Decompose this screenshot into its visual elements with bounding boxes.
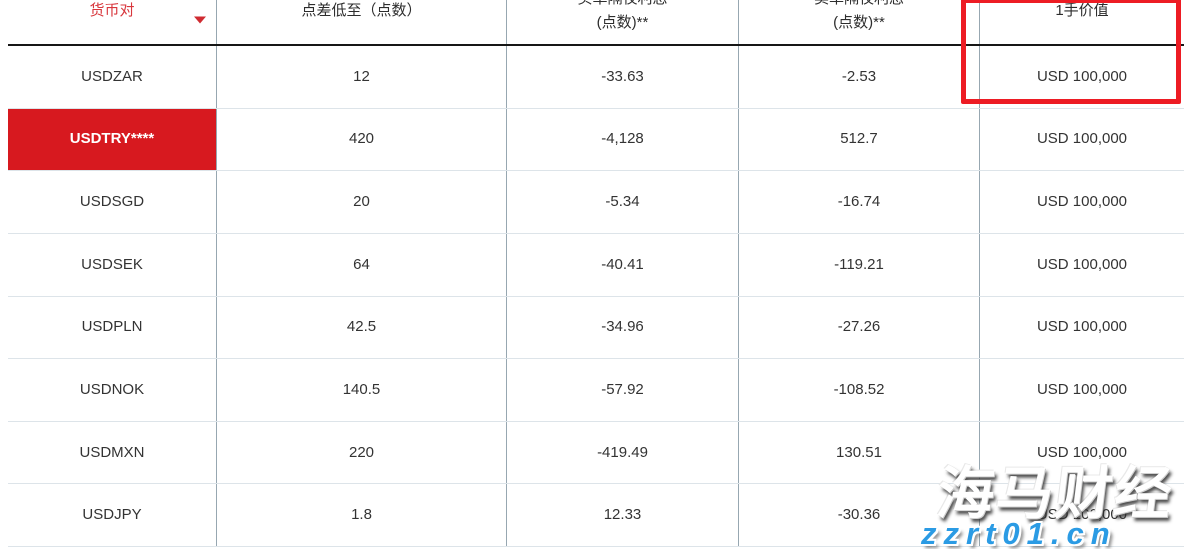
header-buy-overnight-line2: (点数)** xyxy=(596,14,649,31)
cell-currency-pair: USDSGD xyxy=(8,171,217,233)
header-sell-overnight-line1: 卖单隔夜利息 xyxy=(814,0,904,11)
cell-currency-pair: USDPLN xyxy=(8,296,217,359)
cell-currency-pair: USDZAR xyxy=(8,46,217,108)
cell-currency-pair: USDMXN xyxy=(8,421,217,484)
cell-sell-overnight: 130.51 xyxy=(739,421,980,484)
cell-spread: 220 xyxy=(217,421,507,484)
cell-spread: 20 xyxy=(217,171,507,233)
cell-buy-overnight: -40.41 xyxy=(507,233,739,296)
table-row[interactable]: USDNOK 140.5 -57.92 -108.52 USD 100,000 xyxy=(8,359,1184,422)
table-row[interactable]: USDSGD 20 -5.34 -16.74 USD 100,000 xyxy=(8,171,1184,234)
header-buy-overnight: 买单隔夜利息 (点数)** xyxy=(507,0,739,44)
forex-rates-table: 货币对 点差低至（点数） 买单隔夜利息 (点数)** 卖单隔夜利息 (点数)**… xyxy=(8,0,1184,547)
table-row[interactable]: USDSEK 64 -40.41 -119.21 USD 100,000 xyxy=(8,233,1184,297)
table-row[interactable]: USDZAR 12 -33.63 -2.53 USD 100,000 xyxy=(8,46,1184,109)
table-header-row: 货币对 点差低至（点数） 买单隔夜利息 (点数)** 卖单隔夜利息 (点数)**… xyxy=(8,0,1184,46)
cell-sell-overnight: -30.36 xyxy=(739,484,980,546)
cell-currency-pair: USDTRY**** xyxy=(8,108,217,171)
cell-sell-overnight: -27.26 xyxy=(739,296,980,359)
cell-buy-overnight: -57.92 xyxy=(507,359,739,421)
cell-spread: 1.8 xyxy=(217,484,507,546)
table-row[interactable]: USDMXN 220 -419.49 130.51 USD 100,000 xyxy=(8,421,1184,485)
cell-lot-value: USD 100,000 xyxy=(1036,67,1128,85)
cell-buy-overnight: -5.34 xyxy=(507,171,739,233)
cell-buy-overnight: -33.63 xyxy=(507,46,739,108)
header-lot-value-label: 1手价值 xyxy=(1055,2,1109,19)
header-sell-overnight-line2: (点数)** xyxy=(833,14,885,31)
cell-spread: 12 xyxy=(217,46,507,108)
cell-lot-value: USD 100,000 xyxy=(1036,443,1128,461)
cell-buy-overnight: 12.33 xyxy=(507,484,739,546)
cell-sell-overnight: -2.53 xyxy=(739,46,980,108)
cell-spread: 420 xyxy=(217,108,507,171)
cell-currency-pair: USDSEK xyxy=(8,233,217,296)
header-buy-overnight-line1: 买单隔夜利息 xyxy=(577,0,667,11)
cell-spread: 42.5 xyxy=(217,296,507,359)
header-spread: 点差低至（点数） xyxy=(217,0,507,44)
cell-currency-pair: USDJPY xyxy=(8,484,217,546)
header-lot-value: 1手价值 xyxy=(980,0,1184,44)
table-body: USDZAR 12 -33.63 -2.53 USD 100,000 USDTR… xyxy=(8,46,1184,547)
header-sell-overnight: 卖单隔夜利息 (点数)** xyxy=(739,0,980,44)
sort-dropdown-icon[interactable] xyxy=(194,16,206,24)
cell-currency-pair: USDNOK xyxy=(8,359,217,421)
cell-sell-overnight: -119.21 xyxy=(739,233,980,296)
cell-lot-value: USD 100,000 xyxy=(1036,255,1128,273)
cell-lot-value: USD 100,000 xyxy=(1036,380,1128,398)
cell-lot-value: USD 100,000 xyxy=(1036,506,1128,524)
cell-spread: 140.5 xyxy=(217,359,507,421)
cell-lot-value: USD 100,000 xyxy=(1036,130,1128,148)
table-row[interactable]: USDTRY**** 420 -4,128 512.7 USD 100,000 xyxy=(8,108,1184,172)
header-currency-pair-label: 货币对 xyxy=(89,2,135,19)
cell-buy-overnight: -34.96 xyxy=(507,296,739,359)
cell-buy-overnight: -4,128 xyxy=(507,108,739,171)
cell-sell-overnight: 512.7 xyxy=(739,108,980,171)
cell-spread: 64 xyxy=(217,233,507,296)
cell-sell-overnight: -16.74 xyxy=(739,171,980,233)
header-currency-pair[interactable]: 货币对 xyxy=(8,0,217,44)
cell-sell-overnight: -108.52 xyxy=(739,359,980,421)
table-row[interactable]: USDJPY 1.8 12.33 -30.36 USD 100,000 xyxy=(8,484,1184,547)
cell-lot-value: USD 100,000 xyxy=(1036,193,1128,211)
watermark-url: zzrt01.cn xyxy=(921,516,1117,549)
cell-lot-value: USD 100,000 xyxy=(1036,318,1128,336)
table-row[interactable]: USDPLN 42.5 -34.96 -27.26 USD 100,000 xyxy=(8,296,1184,360)
header-spread-label: 点差低至（点数） xyxy=(301,2,422,19)
cell-buy-overnight: -419.49 xyxy=(507,421,739,484)
